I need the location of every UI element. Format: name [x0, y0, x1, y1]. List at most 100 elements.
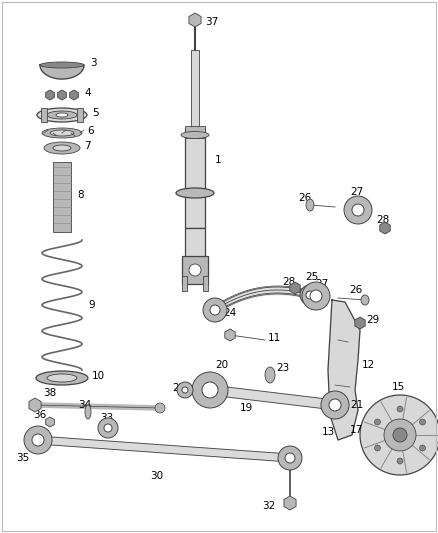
Circle shape — [384, 419, 416, 451]
Circle shape — [182, 387, 188, 393]
Text: 11: 11 — [268, 333, 281, 343]
Circle shape — [420, 445, 425, 451]
Polygon shape — [58, 90, 66, 100]
Circle shape — [321, 391, 349, 419]
Polygon shape — [328, 300, 360, 440]
Polygon shape — [284, 496, 296, 510]
Circle shape — [285, 453, 295, 463]
Circle shape — [104, 424, 112, 432]
Ellipse shape — [176, 188, 214, 198]
Ellipse shape — [37, 108, 87, 122]
Text: 9: 9 — [88, 300, 95, 310]
Polygon shape — [70, 90, 78, 100]
Text: 10: 10 — [92, 371, 105, 381]
Circle shape — [397, 406, 403, 412]
Text: 35: 35 — [16, 453, 29, 463]
Circle shape — [192, 372, 228, 408]
Circle shape — [300, 285, 320, 305]
Circle shape — [374, 419, 381, 425]
Text: 12: 12 — [362, 360, 375, 370]
Text: 5: 5 — [92, 108, 99, 118]
Polygon shape — [189, 13, 201, 27]
Text: 34: 34 — [78, 400, 91, 410]
Ellipse shape — [50, 130, 74, 136]
Text: 30: 30 — [150, 471, 163, 481]
Circle shape — [210, 305, 220, 315]
Circle shape — [302, 282, 330, 310]
Text: 21: 21 — [350, 400, 363, 410]
Polygon shape — [355, 317, 365, 329]
Circle shape — [203, 298, 227, 322]
Text: 17: 17 — [350, 425, 363, 435]
Text: 33: 33 — [100, 413, 113, 423]
Bar — [77, 108, 83, 122]
Text: 29: 29 — [366, 315, 379, 325]
Text: 26: 26 — [349, 285, 362, 295]
Text: 24: 24 — [223, 308, 236, 318]
Circle shape — [397, 458, 403, 464]
Text: 32: 32 — [262, 501, 275, 511]
Ellipse shape — [361, 295, 369, 305]
Circle shape — [202, 382, 218, 398]
Text: 25: 25 — [305, 272, 318, 282]
Circle shape — [329, 399, 341, 411]
Polygon shape — [29, 398, 41, 412]
Ellipse shape — [306, 199, 314, 211]
Bar — [185, 126, 205, 138]
Ellipse shape — [85, 405, 91, 419]
Circle shape — [360, 395, 438, 475]
Circle shape — [310, 290, 322, 302]
Polygon shape — [46, 90, 54, 100]
Ellipse shape — [181, 132, 209, 139]
Polygon shape — [380, 222, 390, 234]
Text: 6: 6 — [87, 126, 94, 136]
Ellipse shape — [40, 62, 84, 68]
Text: 13: 13 — [322, 427, 335, 437]
Polygon shape — [210, 385, 335, 410]
Text: 27: 27 — [315, 279, 328, 289]
Text: 20: 20 — [215, 360, 228, 370]
Text: 28: 28 — [282, 277, 295, 287]
Ellipse shape — [47, 374, 77, 382]
Bar — [182, 256, 208, 284]
Circle shape — [177, 382, 193, 398]
Text: 26: 26 — [298, 193, 311, 203]
Polygon shape — [46, 417, 54, 427]
Ellipse shape — [36, 371, 88, 385]
Circle shape — [32, 434, 44, 446]
Text: 28: 28 — [376, 215, 389, 225]
Text: 19: 19 — [240, 403, 253, 413]
Bar — [185, 128, 205, 228]
Ellipse shape — [265, 367, 275, 383]
Ellipse shape — [56, 113, 68, 117]
Text: 23: 23 — [276, 363, 289, 373]
Circle shape — [189, 264, 201, 276]
Polygon shape — [40, 65, 84, 79]
Text: 36: 36 — [33, 410, 46, 420]
Text: 3: 3 — [90, 58, 97, 68]
Text: 38: 38 — [43, 388, 56, 398]
Circle shape — [352, 204, 364, 216]
Circle shape — [374, 445, 381, 451]
Ellipse shape — [44, 142, 80, 154]
Circle shape — [306, 291, 314, 299]
Ellipse shape — [53, 145, 71, 151]
Text: 27: 27 — [350, 187, 363, 197]
Bar — [185, 228, 205, 258]
Polygon shape — [290, 282, 300, 294]
Circle shape — [24, 426, 52, 454]
Bar — [41, 108, 47, 122]
Text: 7: 7 — [84, 141, 91, 151]
Bar — [53, 162, 71, 232]
Text: 4: 4 — [84, 88, 91, 98]
Ellipse shape — [42, 128, 82, 138]
Circle shape — [393, 428, 407, 442]
Polygon shape — [225, 329, 235, 341]
Ellipse shape — [47, 111, 77, 119]
Text: 1: 1 — [215, 155, 222, 165]
Circle shape — [278, 446, 302, 470]
Bar — [191, 50, 199, 135]
Text: 8: 8 — [77, 190, 84, 200]
Text: 37: 37 — [205, 17, 218, 27]
Bar — [182, 276, 187, 291]
